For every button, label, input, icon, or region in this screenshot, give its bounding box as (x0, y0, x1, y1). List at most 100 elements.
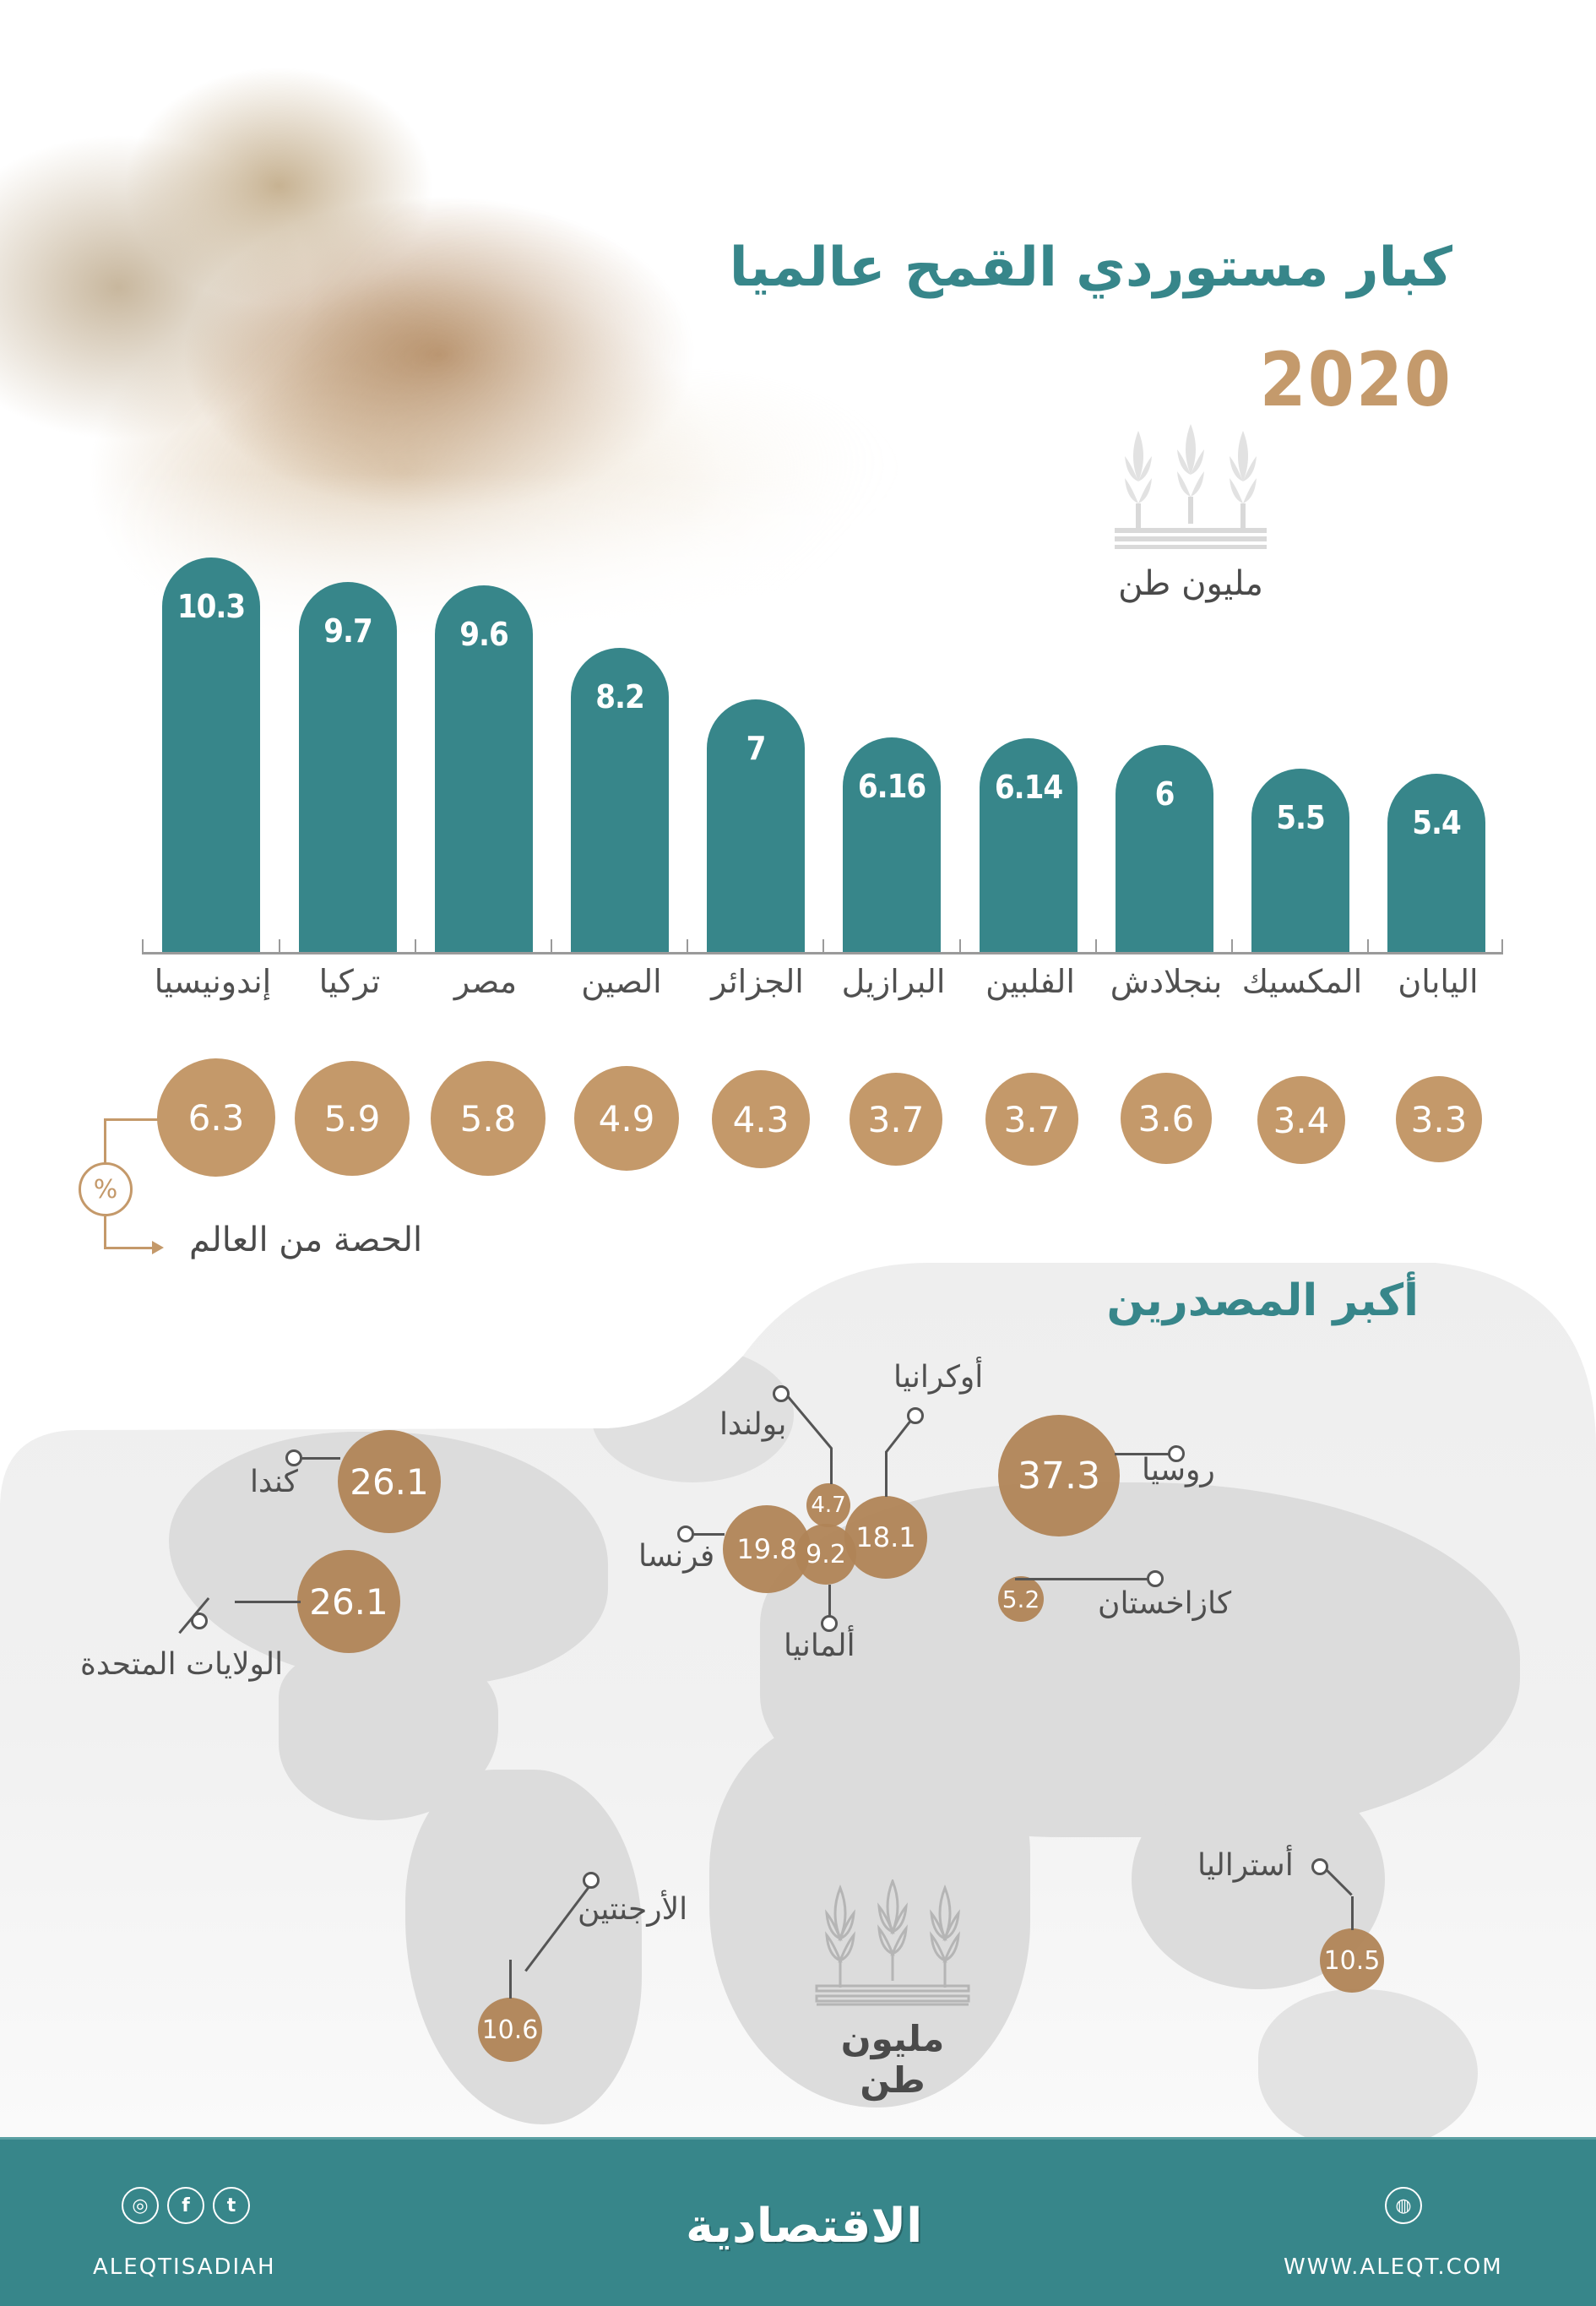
bar-value: 9.6 (459, 616, 509, 653)
map-south-america (405, 1770, 642, 2124)
importers-bar-chart: 10.3 9.7 9.6 8.2 7 6.16 6.14 6 5.5 5.4 (142, 541, 1503, 954)
legend-connector (104, 1118, 106, 1164)
leader-dot (583, 1872, 600, 1889)
axis-tick (551, 939, 552, 954)
label-australia: أستراليا (1197, 1848, 1294, 1883)
leader-dot (821, 1615, 838, 1632)
label-france: فرنسا (638, 1539, 715, 1574)
bubble-australia: 10.5 (1320, 1928, 1384, 1993)
country-label: اليابان (1398, 963, 1479, 1000)
bar-value: 6.14 (994, 769, 1063, 806)
axis-tick (1095, 939, 1097, 954)
share-circle: 4.9 (574, 1066, 679, 1171)
year-label: 2020 (1259, 336, 1452, 423)
bar-turkey: 9.7 (299, 582, 397, 952)
country-label: بنجلادش (1110, 963, 1223, 1000)
country-label: المكسيك (1241, 963, 1363, 1000)
label-kazakhstan: كازاخستان (1098, 1586, 1232, 1621)
leader-line (235, 1601, 301, 1603)
bubble-argentina: 10.6 (478, 1998, 542, 2062)
leader-line (509, 1960, 512, 1999)
leader-dot (677, 1526, 694, 1542)
bar-bangladesh: 6 (1116, 745, 1213, 952)
bubble-ukraine: 18.1 (844, 1496, 927, 1579)
bar-value: 6.16 (857, 768, 926, 805)
leader-line (1115, 1453, 1172, 1455)
bar-value: 10.3 (176, 588, 246, 625)
leader-dot (1147, 1570, 1164, 1587)
social-handle[interactable]: ALEQTISADIAH (93, 2254, 276, 2280)
leader-dot (773, 1385, 790, 1402)
facebook-icon[interactable]: f (167, 2187, 204, 2224)
label-ukraine: أوكرانيا (893, 1360, 984, 1395)
bar-china: 8.2 (571, 648, 669, 952)
bar-indonesia: 10.3 (162, 557, 260, 952)
wheat-icon (1115, 424, 1267, 550)
wheat-icon (815, 1877, 970, 2006)
instagram-icon[interactable]: ◎ (122, 2187, 159, 2224)
percent-icon: % (79, 1162, 133, 1216)
share-circle: 3.6 (1121, 1073, 1212, 1164)
leader-line (828, 1585, 831, 1618)
bubble-kazakhstan: 5.2 (998, 1576, 1044, 1622)
share-legend-label: الحصة من العالم (189, 1221, 423, 1259)
label-usa: الولايات المتحدة (80, 1647, 284, 1682)
leader-line (691, 1533, 725, 1536)
axis-tick (1231, 939, 1233, 954)
web-globe-icon: ◍ (1385, 2187, 1422, 2224)
country-label: البرازيل (841, 963, 946, 1000)
bar-algeria: 7 (707, 699, 805, 952)
country-label: الجزائر (711, 963, 804, 1000)
label-canada: كندا (250, 1465, 298, 1499)
share-circle: 3.3 (1396, 1076, 1482, 1162)
axis-tick (142, 939, 144, 954)
country-label: إندونيسيا (154, 963, 272, 1000)
footer: ◎ f t ALEQTISADIAH الاقتصادية ◍ WWW.ALEQ… (0, 2137, 1596, 2306)
twitter-icon[interactable]: t (213, 2187, 250, 2224)
bar-value: 5.5 (1276, 799, 1326, 836)
legend-connector (104, 1118, 159, 1121)
bar-value: 5.4 (1412, 804, 1462, 841)
website-link[interactable]: WWW.ALEQT.COM (1284, 2254, 1503, 2280)
arrow-right-icon (152, 1241, 164, 1254)
page-title: كبار مستوردي القمح عالميا (729, 237, 1452, 299)
exporters-title: أكبر المصدرين (1106, 1275, 1419, 1326)
leader-dot (907, 1407, 924, 1424)
leader-line (1015, 1578, 1150, 1580)
bar-value: 8.2 (595, 678, 645, 715)
legend-connector (104, 1216, 106, 1248)
share-circle: 5.9 (295, 1061, 410, 1176)
label-poland: بولندا (719, 1407, 787, 1442)
bubble-germany: 9.2 (795, 1524, 856, 1585)
bar-egypt: 9.6 (435, 585, 533, 952)
axis-tick (959, 939, 961, 954)
globe-glyph: ◍ (1385, 2187, 1422, 2224)
unit-legend: مليون طن (1113, 422, 1268, 603)
country-label: مصر (453, 963, 518, 1000)
leader-line (300, 1457, 340, 1460)
country-label: الفلبين (985, 963, 1075, 1000)
leader-line (1351, 1896, 1354, 1930)
map-unit-label: مليون طن (840, 2018, 945, 2101)
bar-value: 9.7 (323, 612, 373, 650)
axis-tick (1367, 939, 1369, 954)
share-circle: 6.3 (157, 1058, 275, 1177)
share-circle: 3.7 (850, 1073, 942, 1166)
leader-line (885, 1451, 888, 1497)
axis-tick (415, 939, 416, 954)
label-russia: روسيا (1142, 1453, 1215, 1487)
share-circle: 5.8 (431, 1061, 546, 1176)
leader-dot (285, 1449, 302, 1466)
aleqtisadiah-logo: الاقتصادية (686, 2199, 923, 2254)
bubble-usa: 26.1 (297, 1550, 400, 1653)
bar-brazil: 6.16 (843, 737, 941, 952)
legend-connector (104, 1247, 155, 1249)
map-australia (1258, 1989, 1478, 2150)
unit-label: مليون طن (1118, 564, 1263, 603)
bubble-russia: 37.3 (998, 1415, 1120, 1536)
country-label: تركيا (318, 963, 381, 1000)
share-circle: 3.7 (985, 1073, 1078, 1166)
bar-mexico: 5.5 (1251, 769, 1349, 952)
country-label: الصين (581, 963, 662, 1000)
bar-value: 7 (746, 730, 767, 767)
